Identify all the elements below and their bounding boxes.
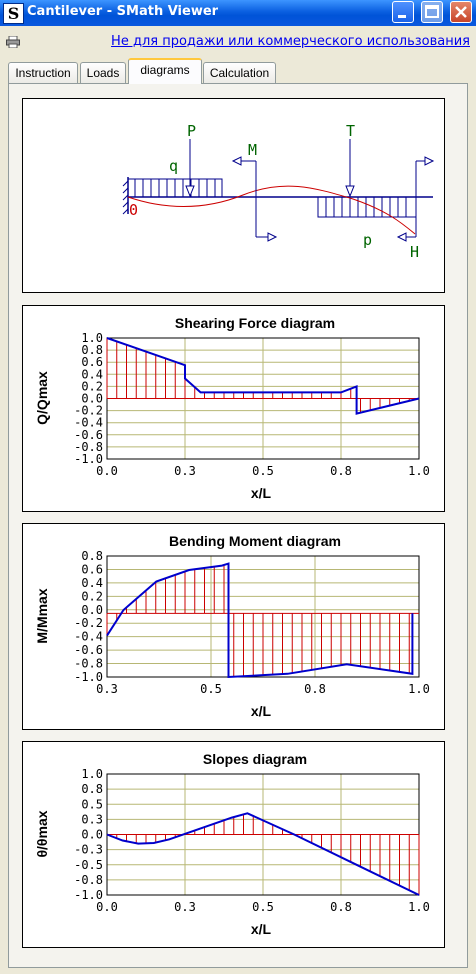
y-tick-label: -0.2: [74, 616, 103, 630]
shear-force-chart: Shearing Force diagram Q/Qmax x/L 1.00.8…: [34, 315, 430, 501]
y-tick-label: -1.0: [74, 670, 103, 684]
label-p-load: p: [363, 231, 372, 249]
bending-moment-panel: Bending Moment diagram M/Mmax x/L 0.8 0.6…: [22, 523, 445, 730]
toolbar: Не для продажи или коммерческого использ…: [0, 26, 476, 58]
shear-force-panel: Shearing Force diagram Q/Qmax x/L 1.0 0.8…: [22, 305, 445, 512]
y-tick-label: 0.2: [81, 589, 103, 603]
printer-icon[interactable]: [6, 36, 20, 48]
y-tick-label: 1.0: [81, 767, 103, 781]
y-tick-label: 0.8: [81, 782, 103, 796]
x-tick-label: 0.3: [96, 682, 118, 696]
y-axis-label: Q/Qmax: [34, 371, 50, 425]
title-bar: S Cantilever - SMath Viewer: [0, 0, 476, 26]
y-tick-label: 0.2: [81, 379, 103, 393]
y-tick-label: 0.4: [81, 576, 103, 590]
label-p-force: P: [187, 122, 196, 140]
window-title: Cantilever - SMath Viewer: [27, 4, 219, 19]
x-axis-label: x/L: [251, 703, 272, 719]
y-tick-label: -0.8: [74, 873, 103, 887]
tab-loads[interactable]: Loads: [80, 62, 126, 83]
y-tick-label: 0.0: [81, 392, 103, 406]
y-tick-label: -0.8: [74, 440, 103, 454]
y-tick-label: -0.3: [74, 843, 103, 857]
x-tick-label: 0.5: [200, 682, 222, 696]
y-tick-label: 0.0: [81, 828, 103, 842]
bending-moment-chart: Bending Moment diagram M/Mmax x/L 0.80.6…: [34, 533, 430, 719]
beam-scheme-panel: P q M T 0 p H: [22, 98, 445, 293]
y-tick-label: 0.6: [81, 562, 103, 576]
y-tick-label: 0.6: [81, 355, 103, 369]
y-tick-label: 0.8: [81, 343, 103, 357]
tab-diagrams[interactable]: diagrams: [128, 58, 202, 84]
label-h-force: H: [410, 243, 419, 261]
x-tick-label: 1.0: [408, 464, 430, 478]
x-tick-label: 0.5: [252, 900, 274, 914]
tab-instruction[interactable]: Instruction: [8, 62, 78, 83]
chart-title: Bending Moment diagram: [169, 533, 341, 549]
minimize-button[interactable]: [392, 1, 414, 23]
y-tick-label: -0.2: [74, 404, 103, 418]
y-axis-label: θ/θmax: [34, 810, 50, 857]
slopes-panel: Slopes diagram θ/θmax x/L 1.0 0.8 0.5 0.3 0.…: [22, 741, 445, 948]
label-q-load: q: [169, 157, 178, 175]
y-tick-label: 0.0: [81, 603, 103, 617]
close-button[interactable]: [450, 1, 472, 23]
x-tick-label: 1.0: [408, 682, 430, 696]
y-tick-label: -0.8: [74, 657, 103, 671]
y-tick-label: 0.4: [81, 367, 103, 381]
x-tick-label: 0.5: [252, 464, 274, 478]
x-tick-label: 1.0: [408, 900, 430, 914]
chart-title: Slopes diagram: [203, 751, 307, 767]
x-tick-label: 0.3: [174, 464, 196, 478]
maximize-button[interactable]: [421, 1, 443, 23]
label-m-moment: M: [248, 141, 257, 159]
x-tick-label: 0.3: [174, 900, 196, 914]
tab-calculation[interactable]: Calculation: [203, 62, 276, 83]
y-tick-label: 0.8: [81, 549, 103, 563]
y-tick-label: -1.0: [74, 452, 103, 466]
y-tick-label: -0.6: [74, 428, 103, 442]
beam-scheme: P q M T 0 p H: [122, 122, 435, 261]
y-tick-label: -1.0: [74, 888, 103, 902]
series-line: [106, 337, 420, 415]
x-tick-label: 0.0: [96, 900, 118, 914]
y-tick-label: -0.4: [74, 630, 103, 644]
x-axis-label: x/L: [251, 921, 272, 937]
fixed-support-hatch: [122, 180, 129, 215]
close-icon: [455, 6, 467, 18]
y-tick-label: -0.6: [74, 643, 103, 657]
distributed-load-p-hatch: [325, 197, 407, 217]
distributed-load-q-hatch: [134, 179, 216, 197]
chart-title: Shearing Force diagram: [175, 315, 335, 331]
x-axis-label: x/L: [251, 485, 272, 501]
label-origin: 0: [129, 201, 138, 219]
x-tick-label: 0.8: [330, 900, 352, 914]
y-axis-label: M/Mmax: [34, 588, 50, 643]
maximize-icon: [425, 5, 439, 18]
series-line: [106, 812, 420, 896]
y-tick-label: 1.0: [81, 331, 103, 345]
license-notice-link[interactable]: Не для продажи или коммерческого использ…: [111, 34, 470, 49]
label-t-force: T: [346, 122, 355, 140]
minimize-icon: [398, 15, 406, 18]
distributed-load-p: [317, 196, 417, 218]
series-line: [106, 562, 414, 679]
slopes-chart: Slopes diagram θ/θmax x/L 1.00.80.50.30.…: [34, 751, 430, 937]
deflection-curve: [127, 185, 416, 235]
app-icon: S: [3, 3, 24, 24]
x-tick-label: 0.0: [96, 464, 118, 478]
x-tick-label: 0.8: [330, 464, 352, 478]
x-tick-label: 0.8: [304, 682, 326, 696]
y-tick-label: 0.3: [81, 812, 103, 826]
y-tick-label: -0.4: [74, 416, 103, 430]
y-tick-label: -0.5: [74, 858, 103, 872]
y-tick-label: 0.5: [81, 797, 103, 811]
